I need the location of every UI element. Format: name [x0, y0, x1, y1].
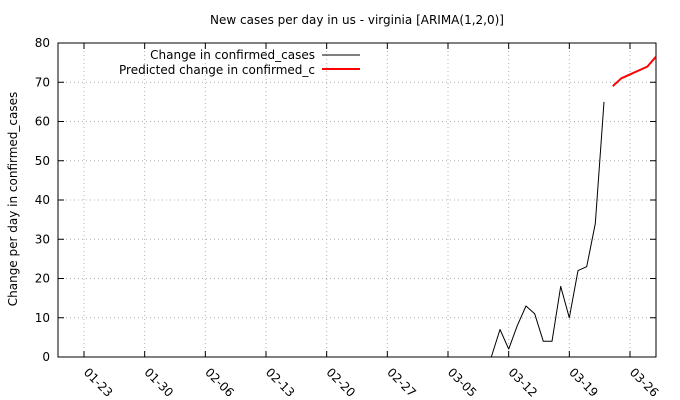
x-tick-label: 02-20 — [324, 365, 359, 400]
x-tick-label: 03-26 — [627, 365, 662, 400]
y-axis-label: Change per day in confirmed_cases — [6, 92, 20, 307]
series-line-predicted — [612, 56, 657, 87]
y-tick-label: 20 — [35, 272, 50, 286]
chart-title: New cases per day in us - virginia [ARIM… — [210, 13, 504, 27]
series-line-observed — [84, 101, 605, 358]
x-tick-label: 02-27 — [384, 365, 419, 400]
x-tick-label: 03-19 — [566, 365, 601, 400]
x-tick-label: 01-23 — [81, 365, 116, 400]
series — [84, 56, 657, 358]
grid — [58, 43, 656, 357]
y-tick-label: 40 — [35, 193, 50, 207]
x-tick-label: 02-13 — [263, 365, 298, 400]
legend: Change in confirmed_cases Predicted chan… — [119, 48, 360, 77]
y-tick-label: 10 — [35, 311, 50, 325]
y-tick-label: 0 — [42, 350, 50, 364]
x-tick-label: 02-06 — [202, 365, 237, 400]
x-tick-label: 03-05 — [445, 365, 480, 400]
legend-label-predicted: Predicted change in confirmed_c — [119, 63, 315, 77]
y-tick-label: 70 — [35, 75, 50, 89]
y-tick-label: 50 — [35, 154, 50, 168]
x-tick-label: 03-12 — [506, 365, 541, 400]
y-tick-label: 80 — [35, 36, 50, 50]
x-tick-label: 01-30 — [142, 365, 177, 400]
axes: 0 10 20 30 40 50 60 70 80 01-23 01-30 02-06 02-13 02-… — [35, 36, 662, 400]
legend-label-observed: Change in confirmed_cases — [150, 48, 315, 62]
y-tick-label: 30 — [35, 232, 50, 246]
y-tick-label: 60 — [35, 115, 50, 129]
